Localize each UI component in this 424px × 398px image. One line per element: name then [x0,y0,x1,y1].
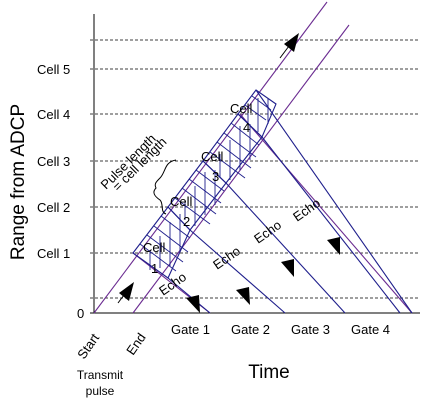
x-label-gate-3: Gate 3 [291,322,330,337]
y-label-zero: 0 [77,306,84,321]
cell-3-label-num: 3 [212,169,219,184]
cell-box-4 [237,89,277,138]
arrow-up-transmit-head [119,282,134,301]
x-axis-title: Time [248,362,290,383]
cell-4-label-num: 4 [243,120,250,135]
arrow-down-echo-2 [236,287,250,305]
echo-lines [167,89,413,314]
cell-1-label-top: Cell [143,240,166,255]
y-label-cell-2: Cell 2 [37,200,70,215]
echo-label-3: Echo [251,217,284,246]
echo-line-b [189,229,286,314]
cell-2-label-num: 2 [183,214,190,229]
arrow-down-echo-4 [327,237,340,255]
pulse-label: pulse [86,384,115,398]
grid-lines [90,39,420,299]
echo-line-c [225,182,346,314]
x-label-end: End [123,330,149,358]
echo-line-e [255,89,413,314]
cell-1-label-num: 1 [151,261,158,276]
echo-line-a [167,277,211,314]
x-label-gate-4: Gate 4 [351,322,390,337]
x-label-start: Start [74,330,102,361]
y-axis-title: Range from ADCP [8,104,29,260]
beam-leading-edge [93,1,328,314]
x-label-gate-1: Gate 1 [171,322,210,337]
echo-label-2: Echo [210,243,243,272]
echo-line-d [261,136,401,314]
x-label-gate-2: Gate 2 [231,322,270,337]
cell-2-label-top: Cell [170,194,193,209]
echo-label-4: Echo [290,195,323,224]
echo-line-2 [239,113,413,314]
transmit-label: Transmit [77,368,124,382]
arrow-down-echo-1 [186,295,200,313]
y-label-cell-3: Cell 3 [37,154,70,169]
y-label-cell-5: Cell 5 [37,62,70,77]
beam-trailing-edge [132,24,350,314]
arrow-down-echo-3 [281,259,294,277]
cell-3-label-top: Cell [201,149,224,164]
y-label-cell-1: Cell 1 [37,246,70,261]
arrows [117,33,340,313]
y-label-cell-4: Cell 4 [37,107,70,122]
cell-hatching [139,95,272,272]
arrow-up-beam-head [284,33,299,52]
cell-4-label-top: Cell [230,101,253,116]
pulse-length-brace [153,159,177,215]
